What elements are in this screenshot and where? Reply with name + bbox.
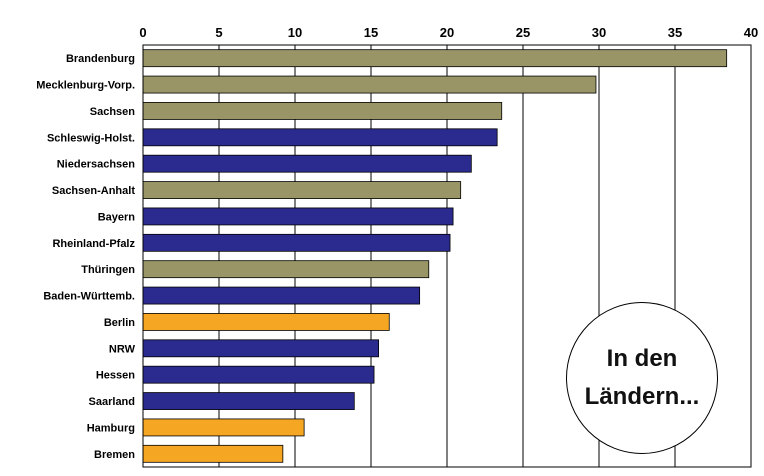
- bar-Saarland: [142, 392, 355, 410]
- category-label-Thüringen: Thüringen: [81, 264, 135, 276]
- category-label-Niedersachsen: Niedersachsen: [57, 159, 136, 171]
- category-label-Hamburg: Hamburg: [87, 422, 135, 434]
- category-label-Schleswig-Holst.: Schleswig-Holst.: [47, 132, 135, 144]
- bar-Sachsen-Anhalt: [142, 181, 462, 199]
- bar-Bayern: [142, 207, 454, 226]
- bar-Hamburg: [142, 418, 305, 437]
- x-tick-label-25: 25: [516, 25, 530, 40]
- plot-frame: [142, 44, 752, 468]
- bar-Bremen: [142, 444, 284, 463]
- category-label-NRW: NRW: [109, 343, 136, 355]
- category-label-Berlin: Berlin: [104, 317, 135, 329]
- x-tick-label-35: 35: [668, 25, 682, 40]
- category-label-Brandenburg: Brandenburg: [66, 53, 135, 65]
- bar-Mecklenburg-Vorp.: [142, 75, 597, 94]
- x-tick-label-30: 30: [592, 25, 606, 40]
- x-tick-label-20: 20: [440, 25, 454, 40]
- bar-Brandenburg: [142, 49, 728, 68]
- category-label-Bremen: Bremen: [94, 449, 135, 461]
- category-label-Baden-Württemb.: Baden-Württemb.: [43, 291, 135, 303]
- badge-label: In den Ländern...: [584, 345, 700, 410]
- x-tick-labels: 0 5 10 15 20 25 30 35 40: [139, 25, 758, 40]
- bar-Hessen: [142, 365, 375, 384]
- region-badge: In den Ländern...: [566, 302, 718, 454]
- bar-NRW: [142, 339, 380, 358]
- x-tick-label-40: 40: [744, 25, 758, 40]
- category-label-Sachsen: Sachsen: [90, 106, 136, 118]
- category-labels: Brandenburg Mecklenburg-Vorp. Sachsen Schle…: [36, 53, 135, 461]
- x-tick-label-15: 15: [364, 25, 378, 40]
- bar-Berlin: [142, 313, 390, 331]
- category-label-Rheinland-Pfalz: Rheinland-Pfalz: [52, 238, 135, 250]
- bar-Schleswig-Holst.: [142, 128, 498, 147]
- category-label-Bayern: Bayern: [98, 211, 136, 223]
- category-label-Hessen: Hessen: [96, 370, 135, 382]
- bar-Sachsen: [142, 102, 503, 120]
- x-tick-label-5: 5: [215, 25, 222, 40]
- bar-Rheinland-Pfalz: [142, 233, 451, 252]
- bar-Niedersachsen: [142, 154, 472, 173]
- bar-Baden-Württemb.: [142, 286, 421, 305]
- x-tick-label-0: 0: [139, 25, 146, 40]
- x-tick-label-10: 10: [288, 25, 302, 40]
- category-label-Saarland: Saarland: [89, 396, 135, 408]
- bar-Thüringen: [142, 260, 430, 279]
- category-label-Mecklenburg-Vorp.: Mecklenburg-Vorp.: [36, 80, 135, 92]
- category-label-Sachsen-Anhalt: Sachsen-Anhalt: [52, 185, 135, 197]
